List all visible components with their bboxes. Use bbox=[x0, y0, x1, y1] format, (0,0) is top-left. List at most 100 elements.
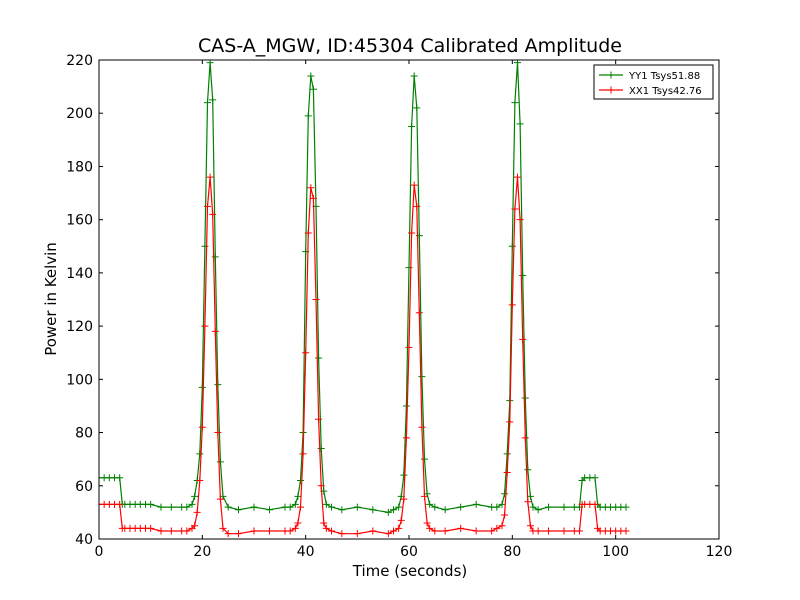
y-tick-label: 220 bbox=[66, 53, 93, 69]
data-point bbox=[390, 527, 397, 535]
data-point bbox=[302, 349, 310, 357]
data-point bbox=[198, 383, 206, 391]
data-point bbox=[408, 229, 416, 237]
data-point bbox=[408, 123, 416, 131]
data-point bbox=[545, 503, 552, 511]
data-point bbox=[196, 450, 204, 458]
data-point bbox=[294, 492, 302, 500]
data-point bbox=[328, 503, 335, 511]
data-point bbox=[413, 202, 421, 210]
data-point bbox=[410, 181, 418, 189]
data-point bbox=[493, 524, 501, 532]
data-point bbox=[309, 194, 317, 202]
y-tick-label: 200 bbox=[66, 106, 93, 122]
data-point bbox=[307, 72, 315, 80]
data-point bbox=[193, 508, 201, 516]
data-point bbox=[266, 527, 273, 535]
data-point bbox=[224, 530, 232, 538]
data-point bbox=[322, 524, 330, 532]
data-point bbox=[511, 99, 519, 107]
data-point bbox=[216, 458, 224, 466]
y-tick-label: 40 bbox=[75, 532, 93, 548]
data-point bbox=[519, 335, 527, 343]
data-point bbox=[338, 506, 346, 514]
data-point bbox=[622, 503, 630, 511]
data-point bbox=[514, 173, 521, 181]
data-point bbox=[503, 450, 511, 458]
data-point bbox=[116, 474, 124, 482]
data-point bbox=[198, 423, 206, 431]
data-point bbox=[431, 527, 439, 535]
data-point bbox=[441, 527, 449, 535]
data-point bbox=[224, 503, 232, 511]
data-point bbox=[413, 104, 421, 112]
data-point bbox=[426, 500, 434, 508]
data-point bbox=[591, 500, 599, 508]
data-point bbox=[506, 418, 514, 426]
data-point bbox=[317, 482, 325, 490]
data-point bbox=[498, 500, 506, 508]
y-tick-label: 120 bbox=[66, 319, 93, 335]
data-point bbox=[369, 506, 377, 514]
data-point bbox=[508, 301, 516, 309]
x-tick-label: 0 bbox=[95, 544, 104, 560]
data-point bbox=[560, 503, 568, 511]
data-point bbox=[521, 434, 529, 442]
data-point bbox=[418, 423, 426, 431]
x-axis-title: Time (seconds) bbox=[352, 562, 468, 580]
data-point bbox=[209, 96, 217, 104]
series-layer bbox=[99, 60, 630, 538]
data-point bbox=[516, 216, 524, 224]
data-point bbox=[320, 519, 328, 527]
data-point bbox=[322, 500, 330, 508]
data-point bbox=[250, 503, 258, 511]
data-point bbox=[622, 527, 630, 535]
data-point bbox=[402, 402, 410, 410]
data-point bbox=[328, 527, 335, 535]
data-point bbox=[560, 527, 568, 535]
data-point bbox=[235, 530, 242, 538]
data-point bbox=[369, 527, 377, 535]
data-point bbox=[191, 522, 199, 530]
data-point bbox=[201, 242, 209, 250]
x-tick-label: 120 bbox=[706, 544, 733, 560]
data-point bbox=[291, 524, 299, 532]
data-point bbox=[157, 527, 165, 535]
data-point bbox=[183, 503, 191, 511]
data-point bbox=[524, 498, 532, 506]
data-point bbox=[309, 85, 317, 93]
data-point bbox=[167, 527, 175, 535]
data-point bbox=[214, 429, 222, 437]
data-point bbox=[299, 450, 307, 458]
data-point bbox=[545, 527, 552, 535]
data-point bbox=[297, 476, 304, 484]
data-point bbox=[116, 500, 124, 508]
data-point bbox=[423, 519, 431, 527]
data-point bbox=[297, 503, 304, 511]
data-point bbox=[421, 492, 428, 500]
legend-item: XX1 Tsys42.76 bbox=[599, 86, 702, 97]
x-tick-label: 80 bbox=[503, 544, 521, 560]
data-point bbox=[395, 524, 403, 532]
data-point bbox=[286, 503, 294, 511]
data-point bbox=[188, 500, 196, 508]
data-point bbox=[488, 527, 496, 535]
y-tick-label: 60 bbox=[75, 479, 93, 495]
data-point bbox=[402, 434, 410, 442]
data-point bbox=[400, 471, 408, 479]
series-xx1 bbox=[99, 173, 630, 538]
data-point bbox=[216, 495, 224, 503]
data-point bbox=[214, 381, 222, 389]
data-point bbox=[441, 506, 449, 514]
x-tick-label: 20 bbox=[193, 544, 211, 560]
data-point bbox=[204, 99, 211, 107]
y-axis-title: Power in Kelvin bbox=[42, 242, 60, 356]
data-point bbox=[472, 527, 480, 535]
data-point bbox=[338, 530, 346, 538]
data-point bbox=[315, 415, 323, 423]
data-point bbox=[493, 503, 501, 511]
legend-marker bbox=[607, 71, 615, 79]
data-point bbox=[304, 112, 312, 120]
data-point bbox=[397, 516, 405, 524]
